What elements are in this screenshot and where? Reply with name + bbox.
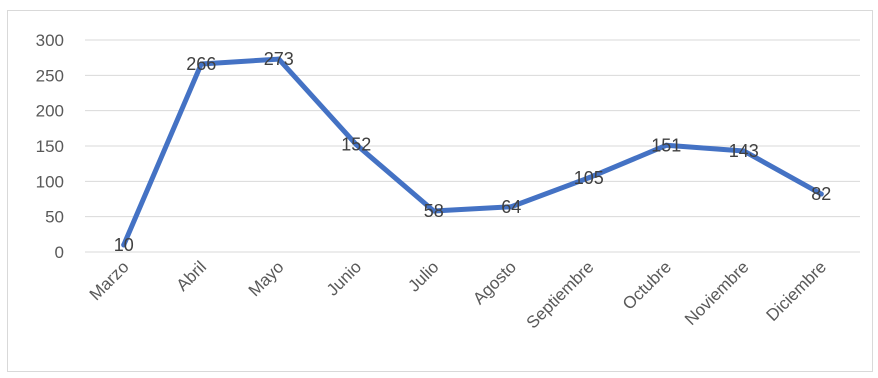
y-tick-label: 150 xyxy=(36,137,64,156)
data-point xyxy=(276,56,282,62)
y-axis-ticks: 0 50 100 150 200 250 300 xyxy=(36,31,64,262)
data-point xyxy=(663,142,669,148)
chart-frame xyxy=(7,10,873,372)
data-label: 10 xyxy=(114,235,134,255)
data-point xyxy=(431,208,437,214)
y-tick-label: 200 xyxy=(36,102,64,121)
x-tick-label: Abril xyxy=(173,257,210,294)
data-point xyxy=(586,175,592,181)
y-tick-label: 250 xyxy=(36,66,64,85)
data-point xyxy=(121,242,127,248)
data-label: 64 xyxy=(501,197,521,217)
data-label: 82 xyxy=(811,184,831,204)
data-point xyxy=(508,204,514,210)
x-tick-label: Noviembre xyxy=(681,257,753,329)
x-tick-label: Septiembre xyxy=(523,257,598,332)
data-label: 105 xyxy=(574,168,604,188)
data-label: 152 xyxy=(341,135,371,155)
x-tick-label: Diciembre xyxy=(763,257,831,325)
y-tick-label: 0 xyxy=(55,243,64,262)
data-label: 266 xyxy=(186,54,216,74)
y-tick-label: 300 xyxy=(36,31,64,50)
data-label: 273 xyxy=(264,49,294,69)
y-tick-label: 100 xyxy=(36,172,64,191)
x-tick-label: Julio xyxy=(404,257,442,295)
x-tick-label: Marzo xyxy=(86,257,133,304)
series-line xyxy=(121,56,824,248)
data-point xyxy=(198,61,204,67)
data-point xyxy=(353,142,359,148)
data-label: 58 xyxy=(424,201,444,221)
series-layer xyxy=(121,56,824,248)
x-tick-label: Octubre xyxy=(619,257,675,313)
gridlines xyxy=(85,39,860,253)
y-tick-label: 50 xyxy=(45,208,64,227)
x-axis-ticks: Marzo Abril Mayo Junio Julio Agosto Septiembre… xyxy=(86,257,830,332)
data-point xyxy=(741,148,747,154)
data-labels: 10 266 273 152 58 64 105 151 143 82 xyxy=(114,49,832,255)
data-point xyxy=(818,191,824,197)
data-label: 151 xyxy=(651,135,681,155)
data-label: 143 xyxy=(729,141,759,161)
x-tick-label: Agosto xyxy=(469,257,520,308)
x-tick-label: Mayo xyxy=(245,257,288,300)
x-tick-label: Junio xyxy=(323,257,365,299)
